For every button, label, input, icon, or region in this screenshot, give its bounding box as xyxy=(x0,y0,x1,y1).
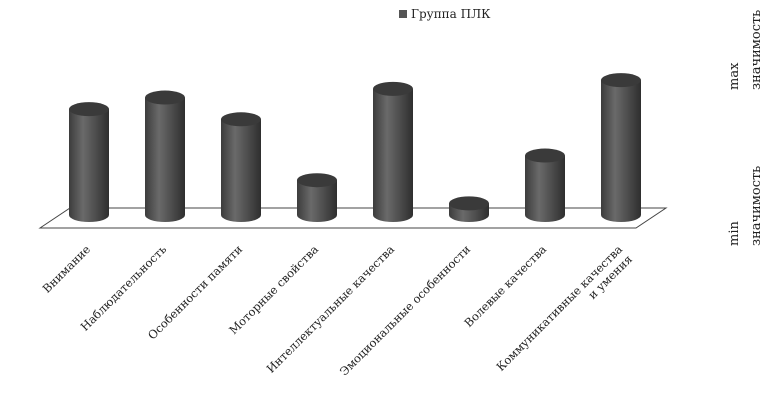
bar-top xyxy=(449,196,489,211)
chart-floor xyxy=(38,207,668,229)
legend: Группа ПЛК xyxy=(399,7,491,21)
bar-body xyxy=(69,109,109,222)
x-tick-label: Интеллектуальные качества xyxy=(264,242,398,376)
bar xyxy=(297,173,337,222)
bar xyxy=(601,73,641,222)
legend-label: Группа ПЛК xyxy=(411,7,491,21)
bar xyxy=(69,102,109,222)
bar-body xyxy=(525,155,565,222)
bar-top xyxy=(525,148,565,163)
bar-body xyxy=(221,119,261,222)
x-tick-label: Эмоциональные особенности xyxy=(337,242,474,379)
min-label-line2: значимость xyxy=(749,166,764,246)
x-tick-label: Наблюдательность xyxy=(78,242,170,334)
bars-layer xyxy=(69,73,641,222)
x-tick-label: Волевые качества xyxy=(461,242,549,330)
bar-body xyxy=(373,88,413,222)
bar-top xyxy=(297,173,337,188)
bar xyxy=(525,148,565,222)
legend-swatch xyxy=(399,10,407,18)
max-label-line2: значимость xyxy=(749,10,764,90)
bar xyxy=(145,90,185,222)
bar-top xyxy=(601,73,641,88)
x-tick-label: Внимание xyxy=(40,242,94,296)
bar xyxy=(373,81,413,222)
bar-top xyxy=(373,81,413,96)
min-label-line1: min xyxy=(727,221,742,246)
bar-top xyxy=(221,112,261,127)
min-significance-label: min значимость xyxy=(727,166,764,246)
bar xyxy=(449,196,489,222)
bar-top xyxy=(69,102,109,117)
bar xyxy=(221,112,261,222)
max-significance-label: max значимость xyxy=(727,10,764,90)
bar-body xyxy=(601,80,641,222)
max-label-line1: max xyxy=(727,62,742,90)
bar-body xyxy=(297,180,337,222)
bar-top xyxy=(145,90,185,105)
bar-body xyxy=(145,97,185,222)
x-tick-label: Коммуникативные качестваи умения xyxy=(493,242,635,384)
